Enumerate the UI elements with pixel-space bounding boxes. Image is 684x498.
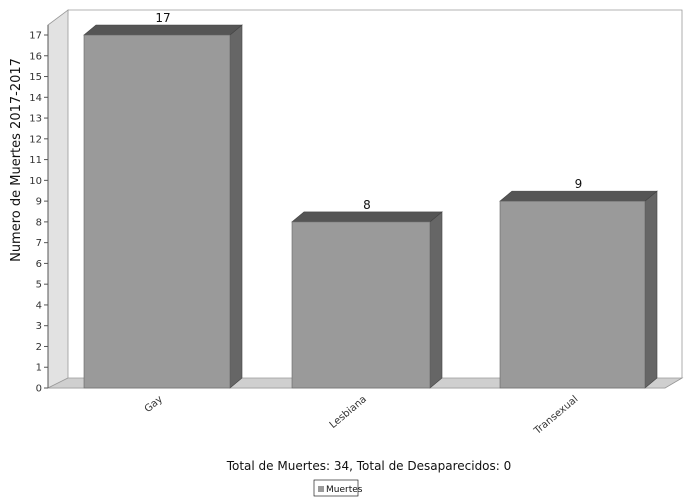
y-tick-label: 12	[29, 134, 42, 145]
x-axis-label: Total de Muertes: 34, Total de Desaparec…	[226, 459, 512, 473]
bar-side	[229, 24, 243, 389]
y-tick-label: 15	[29, 72, 42, 83]
legend-swatch	[318, 486, 324, 492]
y-tick-label: 13	[29, 114, 42, 125]
y-tick-label: 5	[36, 280, 42, 291]
legend-label: Muertes	[326, 485, 363, 495]
y-tick-label: 17	[29, 31, 42, 42]
y-tick-label: 0	[36, 384, 42, 395]
x-category-label: Lesbiana	[328, 394, 369, 431]
bar	[291, 221, 431, 389]
y-tick-label: 1	[36, 363, 42, 374]
legend-box	[313, 479, 359, 497]
bar-value-label: 8	[363, 198, 371, 212]
bar-value-label: 9	[575, 177, 583, 191]
y-tick-label: 4	[36, 300, 42, 311]
y-tick-label: 11	[29, 155, 42, 166]
y-tick-label: 6	[36, 259, 42, 270]
y-axis-label: Numero de Muertes 2017-2017	[9, 58, 24, 262]
y-tick-label: 8	[36, 217, 42, 228]
x-axis: Gay Lesbiana Transexual	[143, 394, 581, 438]
y-tick-label: 16	[29, 51, 42, 62]
y-tick-label: 10	[29, 176, 42, 187]
plot-left-wall	[47, 9, 69, 389]
x-category-label: Gay	[143, 394, 165, 415]
bar	[499, 200, 646, 389]
bar	[83, 34, 231, 389]
y-tick-label: 7	[36, 238, 42, 249]
bar-top	[499, 190, 658, 202]
y-tick-label: 3	[36, 321, 42, 332]
y-tick-label: 14	[29, 93, 42, 104]
bar-top	[291, 211, 443, 223]
bar-top	[83, 24, 243, 36]
legend: Muertes	[313, 479, 363, 497]
bar-side	[429, 211, 443, 389]
y-tick-label: 2	[36, 342, 42, 353]
bar-side	[644, 190, 658, 389]
bar-value-label: 17	[155, 11, 170, 25]
x-category-label: Transexual	[532, 394, 581, 438]
y-tick-label: 9	[36, 197, 42, 208]
